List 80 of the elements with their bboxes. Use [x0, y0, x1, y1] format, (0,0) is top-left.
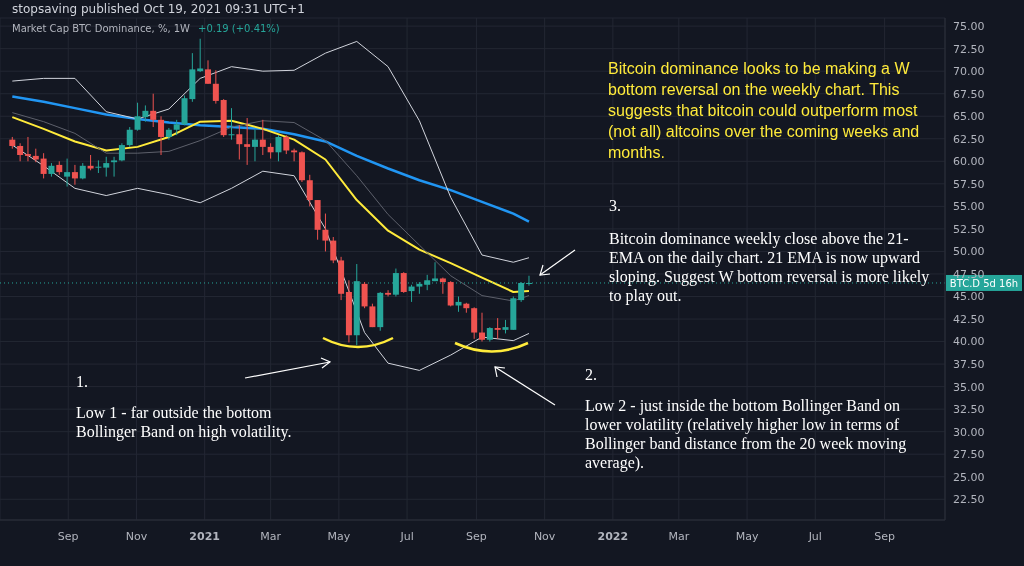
candlestick	[40, 152, 47, 179]
x-tick-label: Sep	[874, 530, 895, 543]
x-tick-label: Nov	[125, 530, 148, 543]
y-tick-label: 52.50	[953, 222, 985, 236]
candlestick	[150, 93, 157, 128]
annotation: 1.	[76, 372, 88, 391]
y-tick-label: 37.50	[953, 357, 985, 371]
candlestick	[479, 312, 486, 343]
line-series	[11, 95, 531, 223]
candlestick	[494, 317, 501, 340]
candlestick	[330, 236, 337, 264]
candlestick	[64, 158, 71, 188]
candlestick	[283, 134, 290, 155]
y-tick-label: 55.00	[953, 200, 985, 214]
candlestick	[228, 107, 235, 141]
candlestick	[447, 280, 454, 307]
y-tick-label: 45.00	[953, 290, 985, 304]
y-tick-label: 25.00	[953, 470, 985, 484]
y-tick-label: 62.50	[953, 132, 985, 146]
annotation: Low 1 - far outside the bottom Bollinger Band on high volatility.	[76, 403, 293, 441]
candlestick	[111, 156, 118, 178]
x-tick-label: Sep	[466, 530, 487, 543]
candlestick	[103, 156, 110, 178]
candlestick	[17, 142, 24, 162]
y-tick-label: 32.50	[953, 403, 985, 417]
y-tick-label: 27.50	[953, 448, 985, 462]
y-tick-label: 42.50	[953, 312, 985, 326]
candlestick	[236, 124, 243, 160]
annotation: +0.19 (+0.41%)	[198, 23, 280, 34]
candlestick	[322, 213, 329, 252]
candlestick	[385, 289, 392, 297]
candlestick	[95, 159, 102, 174]
x-tick-label: Mar	[260, 530, 282, 543]
y-tick-label: 75.00	[953, 20, 985, 34]
y-tick-label: 57.50	[953, 177, 985, 191]
candlestick	[275, 134, 282, 162]
x-tick-label: 2021	[189, 530, 220, 543]
annotation: Low 2 - just inside the bottom Bollinger Band on lower volatility (relatively higher low in terms of Bollinger band distance from the 20 week moving average).	[585, 396, 908, 472]
chart-subtitle: stopsaving published Oct 19, 2021 09:31 UTC+1	[12, 2, 305, 16]
candlestick	[212, 69, 219, 105]
annotation: Bitcoin dominance looks to be making a W bottom reversal on the weekly chart. This suggests that bitcoin could outperform most (not all) altcoins over the coming weeks and months.	[608, 59, 921, 163]
candlestick	[197, 38, 204, 73]
x-tick-label: May	[735, 530, 759, 543]
candlestick	[118, 142, 125, 162]
y-tick-label: 65.00	[953, 110, 985, 124]
annotation: 2.	[585, 365, 597, 384]
candlestick	[400, 271, 407, 294]
annotation: 3.	[609, 196, 621, 215]
y-tick-label: 50.00	[953, 245, 985, 259]
x-tick-label: Sep	[57, 530, 79, 543]
x-tick-label: Nov	[533, 530, 556, 543]
y-tick-label: 70.00	[953, 65, 985, 79]
candlestick	[251, 129, 258, 162]
text: Market Cap BTC Dominance, %, 1W	[12, 23, 190, 34]
y-tick-label: 72.50	[953, 42, 985, 56]
candlestick	[291, 148, 298, 162]
candlestick	[306, 174, 313, 207]
y-tick-label: 30.00	[953, 425, 985, 439]
x-tick-label: Mar	[668, 530, 690, 543]
x-tick-label: Jul	[807, 530, 822, 543]
candlestick	[259, 119, 266, 156]
candlestick	[24, 136, 31, 162]
x-tick-label: 2022	[597, 530, 629, 543]
candlestick	[439, 277, 446, 295]
candlestick	[244, 117, 251, 166]
line-series	[11, 40, 530, 263]
candlestick	[158, 115, 165, 156]
annotation: Bitcoin dominance weekly close above the 21-EMA on the daily chart. 21 EMA is now upward sloping. Suggest W bottom reversal is more likely to play out.	[609, 229, 931, 305]
y-tick-label: 60.00	[953, 155, 985, 169]
candlestick	[205, 59, 212, 85]
y-tick-label: 35.00	[953, 380, 985, 394]
candlestick	[361, 281, 368, 309]
candlestick	[71, 164, 78, 186]
x-tick-label: Jul	[399, 530, 414, 543]
y-tick-label: 67.50	[953, 87, 985, 101]
y-tick-label: 22.50	[953, 493, 985, 507]
x-tick-label: May	[327, 530, 351, 543]
ref-line-label: BTC.D 5d 16h	[949, 277, 1019, 289]
candlestick	[126, 126, 133, 148]
y-tick-label: 40.00	[953, 335, 985, 349]
